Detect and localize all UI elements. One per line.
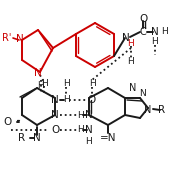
- Text: N: N: [34, 68, 42, 78]
- Text: H: H: [77, 111, 83, 119]
- Text: C: C: [140, 27, 146, 37]
- Text: N: N: [16, 34, 24, 44]
- Text: N: N: [85, 110, 93, 120]
- Text: R: R: [158, 105, 166, 115]
- Text: N: N: [122, 33, 130, 43]
- Text: R': R': [2, 33, 12, 43]
- Text: N: N: [144, 105, 152, 115]
- Text: H: H: [128, 57, 134, 67]
- Text: O: O: [4, 117, 12, 127]
- Text: H: H: [89, 80, 95, 88]
- Text: H: H: [63, 80, 69, 88]
- Text: O: O: [51, 125, 59, 135]
- Text: H: H: [38, 81, 44, 90]
- Text: R: R: [18, 133, 26, 143]
- Text: H: H: [86, 138, 92, 146]
- Text: N: N: [151, 27, 159, 37]
- Text: H: H: [63, 95, 69, 105]
- Text: N: N: [51, 110, 59, 120]
- Text: O: O: [139, 14, 147, 24]
- Text: H: H: [128, 39, 134, 47]
- Text: H: H: [41, 80, 47, 88]
- Text: N: N: [51, 95, 59, 105]
- Text: =N: =N: [100, 133, 116, 143]
- Text: O: O: [88, 95, 96, 105]
- Text: N: N: [33, 133, 41, 143]
- Text: N: N: [85, 125, 93, 135]
- Text: N: N: [139, 88, 145, 98]
- Text: H: H: [77, 125, 83, 135]
- Text: H: H: [152, 37, 158, 46]
- Text: H: H: [161, 28, 167, 36]
- Text: N: N: [129, 83, 137, 93]
